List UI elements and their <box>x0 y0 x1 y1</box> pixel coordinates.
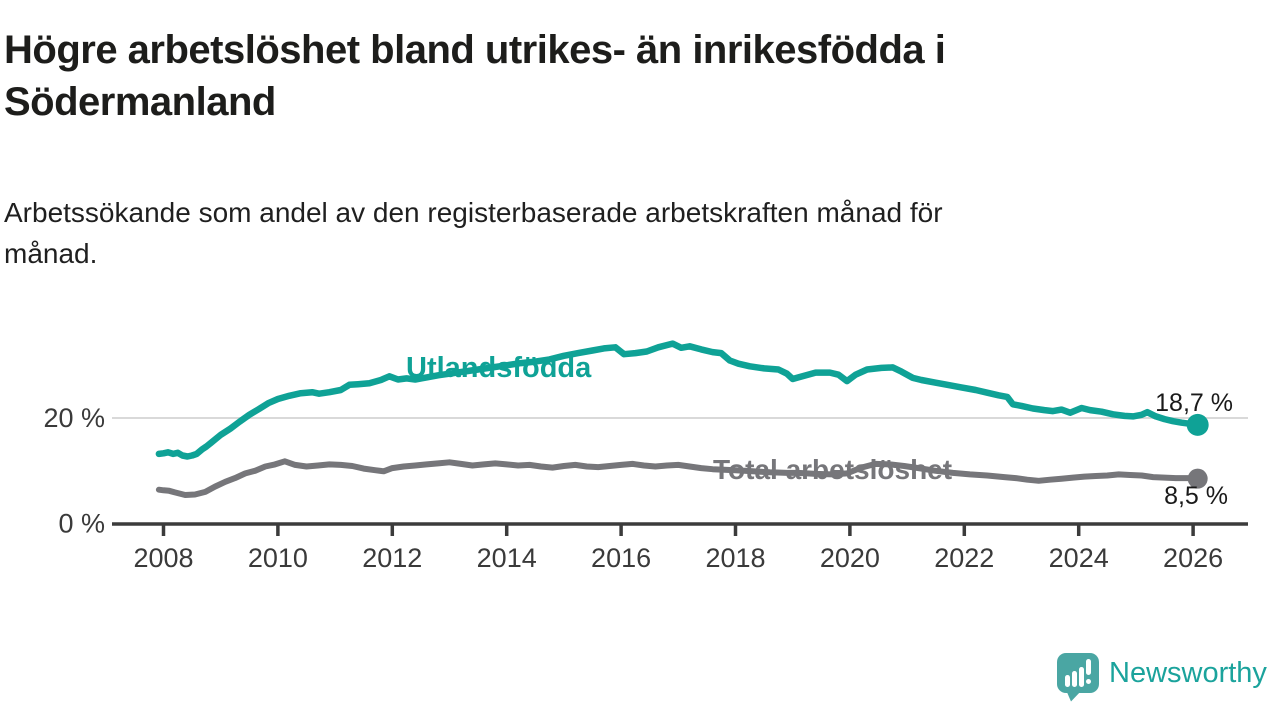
page-title-line-2: Södermanland <box>4 80 276 124</box>
brand-name: Newsworthy <box>1109 657 1267 689</box>
x-tick-label-2022: 2022 <box>934 543 994 573</box>
end-value-label-utlandsfodda: 18,7 % <box>1155 389 1233 417</box>
series-line-utlandsfodda <box>155 340 1201 460</box>
logo-bar-2 <box>1072 671 1077 687</box>
series-label-total-arbetsloshet: Total arbetslöshet <box>713 454 953 485</box>
end-value-label-total: 8,5 % <box>1164 482 1228 510</box>
logo-bar-1 <box>1065 675 1070 687</box>
logo-speech-tail <box>1066 690 1082 702</box>
brand-footer: Newsworthy <box>1056 652 1267 702</box>
x-tick-label-2010: 2010 <box>248 543 308 573</box>
series-line-total <box>155 458 1201 498</box>
chart-subtitle-line-1: Arbetssökande som andel av den registerb… <box>4 197 943 228</box>
x-tick-label-2020: 2020 <box>820 543 880 573</box>
x-tick-label-2014: 2014 <box>477 543 537 573</box>
page-title-line-1: Högre arbetslöshet bland utrikes- än inr… <box>4 28 946 72</box>
y-tick-label-20: 20 % <box>43 403 105 433</box>
chart-subtitle-line-2: månad. <box>4 238 98 269</box>
end-dot-utlandsfodda <box>1186 413 1209 436</box>
x-tick-label-2008: 2008 <box>133 543 193 573</box>
logo-bar-3 <box>1079 667 1084 687</box>
x-tick-label-2024: 2024 <box>1049 543 1109 573</box>
chart-subtitle: Arbetssökande som andel av den registerb… <box>4 192 943 274</box>
newsworthy-logo-icon <box>1057 653 1099 702</box>
chart-header: Högre arbetslöshet bland utrikes- än inr… <box>4 24 1264 269</box>
x-tick-label-2026: 2026 <box>1163 543 1223 573</box>
page-title: Högre arbetslöshet bland utrikes- än inr… <box>4 24 1264 128</box>
end-dot-total <box>1187 468 1208 489</box>
x-tick-label-2016: 2016 <box>591 543 651 573</box>
series-label-utlandsfodda: Utlandsfödda <box>406 352 592 384</box>
x-tick-label-2018: 2018 <box>705 543 765 573</box>
logo-exclamation-dot <box>1086 679 1091 684</box>
x-tick-label-2012: 2012 <box>362 543 422 573</box>
y-tick-label-0: 0 % <box>58 509 105 539</box>
logo-exclamation-bar <box>1086 659 1091 675</box>
